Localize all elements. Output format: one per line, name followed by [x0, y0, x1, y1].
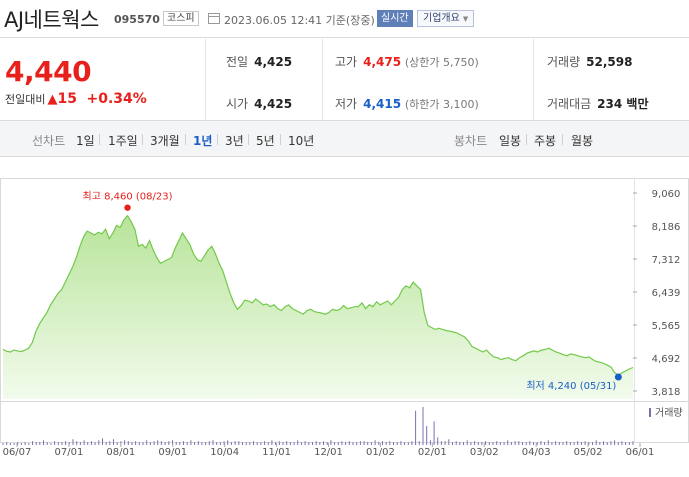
change-label: 전일대비 [5, 93, 46, 106]
change-percent: +0.34% [86, 91, 147, 107]
divider [533, 39, 534, 120]
x-tick-label: 06/01 [626, 447, 655, 458]
lower-limit: (하한가 3,100) [404, 98, 479, 111]
stock-header: AJ네트웍스 095570 코스피 2023.06.05 12:41 기준(장중… [0, 0, 689, 38]
price-chart: 9,060 8,186 7,312 6,439 5,565 4,692 3,818 최고 8,… [0, 158, 689, 477]
y-tick-label: 7,312 [652, 255, 681, 266]
low-price: 저가 4,415 (하한가 3,100) [335, 95, 479, 112]
change-row: 전일대비 ▲15 +0.34% [5, 91, 147, 107]
trading-amount: 거래대금 234 백만 [547, 95, 648, 112]
open-value: 4,425 [254, 97, 293, 111]
tab-line-chart[interactable]: 선차트 [32, 134, 66, 148]
price-area-fill [3, 215, 633, 399]
tab-5year[interactable]: 5년 [256, 134, 275, 148]
x-tick-label: 03/02 [470, 447, 499, 458]
stock-name: AJ네트웍스 [4, 8, 99, 32]
tab-1day[interactable]: 1일 [76, 134, 95, 148]
price-line [2, 214, 634, 376]
tab-separator [142, 134, 143, 145]
volume-legend-swatch [649, 408, 651, 417]
x-tick-label: 04/03 [522, 447, 551, 458]
tab-1year[interactable]: 1년 [193, 134, 213, 148]
prev-close-value: 4,425 [254, 55, 293, 69]
caret-down-icon: ▼ [462, 15, 469, 23]
tab-3month[interactable]: 3개월 [150, 134, 180, 148]
y-tick-label: 4,692 [652, 354, 681, 365]
tab-separator [280, 134, 281, 145]
x-tick-label: 09/01 [158, 447, 187, 458]
company-overview-label: 기업개요 [423, 13, 460, 24]
upper-limit: (상한가 5,750) [404, 56, 479, 69]
divider [205, 39, 206, 120]
y-tick-label: 8,186 [652, 222, 681, 233]
timestamp: 2023.06.05 12:41 기준(장중) [224, 14, 375, 27]
x-tick-label: 10/04 [210, 447, 239, 458]
prev-close-label: 전일 [226, 55, 249, 69]
x-tick-label: 02/01 [418, 447, 447, 458]
x-tick-label: 07/01 [55, 447, 84, 458]
tab-1week[interactable]: 1주일 [108, 134, 138, 148]
current-price: 4,440 [5, 55, 92, 88]
price-summary: 4,440 전일대비 ▲15 +0.34% 전일 4,425 고가 4,475 (상한… [0, 39, 689, 121]
tab-separator [248, 134, 249, 145]
y-tick-label: 3,818 [652, 387, 681, 398]
tab-monthly-candle[interactable]: 월봉 [571, 134, 594, 148]
prev-close: 전일 4,425 [226, 53, 292, 70]
up-triangle-icon: ▲ [47, 92, 58, 107]
tab-separator [217, 134, 218, 145]
volume-value: 52,598 [586, 55, 633, 69]
tab-separator [185, 134, 186, 145]
x-tick-label: 12/01 [314, 447, 343, 458]
volume-legend-label: 거래량 [655, 407, 683, 419]
tab-daily-candle[interactable]: 일봉 [499, 134, 522, 148]
x-tick-label: 11/01 [262, 447, 291, 458]
y-tick-label: 9,060 [652, 189, 681, 200]
tab-3year[interactable]: 3년 [225, 134, 244, 148]
high-value: 4,475 [363, 55, 402, 69]
y-tick-label: 5,565 [652, 321, 681, 332]
x-tick-label: 05/02 [574, 447, 603, 458]
tab-separator [526, 134, 527, 145]
x-tick-label: 06/07 [3, 447, 32, 458]
tab-candle-chart[interactable]: 봉차트 [454, 134, 488, 148]
tab-10year[interactable]: 10년 [288, 134, 315, 148]
max-point-marker [124, 204, 131, 211]
volume-label: 거래량 [547, 55, 581, 69]
open-price: 시가 4,425 [226, 95, 292, 112]
low-value: 4,415 [363, 97, 402, 111]
x-tick-label: 08/01 [106, 447, 135, 458]
divider [322, 39, 323, 120]
tab-weekly-candle[interactable]: 주봉 [534, 134, 557, 148]
company-overview-button[interactable]: 기업개요 ▼ [417, 10, 475, 27]
x-tick-label: 01/02 [366, 447, 395, 458]
low-label: 저가 [335, 97, 358, 111]
change-value: 15 [57, 91, 77, 107]
y-tick-label: 6,439 [652, 288, 681, 299]
calendar-icon [208, 13, 220, 24]
high-label: 고가 [335, 55, 358, 69]
tab-separator [562, 134, 563, 145]
high-price: 고가 4,475 (상한가 5,750) [335, 53, 479, 70]
min-label: 최저 4,240 (05/31) [526, 380, 616, 392]
realtime-button[interactable]: 실시간 [377, 10, 413, 27]
price-chart-svg: 9,060 8,186 7,312 6,439 5,565 4,692 3,818 최고 8,… [0, 178, 689, 458]
chart-tabs: 선차트 1일 1주일 3개월 1년 3년 5년 10년 봉차트 일봉 주봉 월봉 [0, 121, 689, 157]
min-point-marker [614, 373, 622, 381]
volume: 거래량 52,598 [547, 53, 632, 70]
open-label: 시가 [226, 97, 249, 111]
max-label: 최고 8,460 (08/23) [83, 191, 173, 203]
tab-separator [99, 134, 100, 145]
amount-value: 234 백만 [597, 97, 649, 111]
stock-code: 095570 [114, 13, 160, 26]
market-badge: 코스피 [163, 11, 199, 26]
amount-label: 거래대금 [547, 97, 592, 111]
